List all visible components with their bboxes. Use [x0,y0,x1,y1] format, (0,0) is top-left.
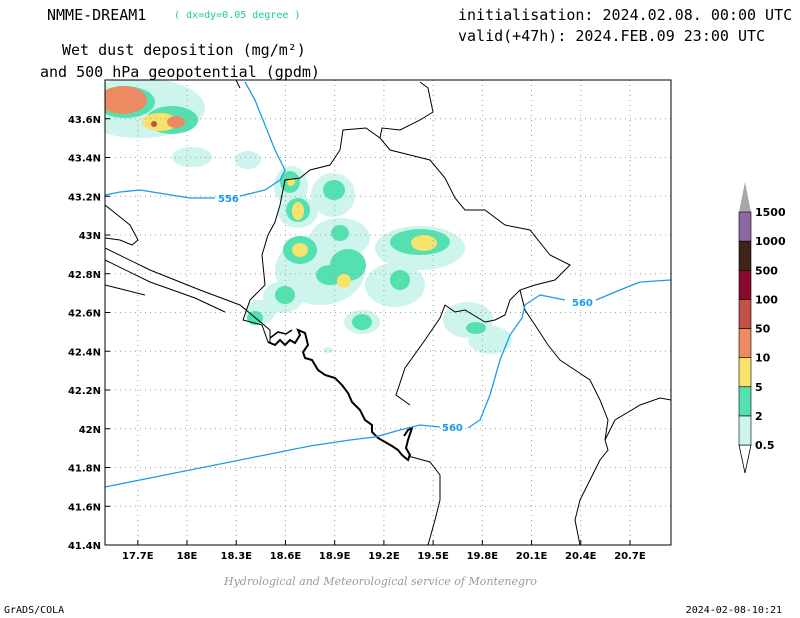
model-resolution: ( dx=dy=0.05 degree ) [174,10,301,21]
lat-tick-label: 43N [79,231,101,242]
deposition-level-50 [151,121,157,127]
lat-tick-label: 42.6N [68,309,101,320]
colorbar-swatch [738,269,752,300]
colorbar: 0.5 2 5 10 50 100 500 1000 1500 [738,182,786,474]
lat-tick-label: 42.2N [68,386,101,397]
geopotential-contours [105,81,671,488]
lon-tick-label: 19.2E [368,551,400,562]
colorbar-label: 10 [755,352,771,365]
lat-tick-label: 41.8N [68,464,101,475]
lon-tick-label: 20.7E [614,551,646,562]
colorbar-swatch [738,357,752,388]
lat-tick-label: 42N [79,425,101,436]
deposition-level-5 [142,113,437,288]
colorbar-label: 2 [755,410,763,423]
country-borders [105,80,671,545]
colorbar-top-cap [739,182,751,212]
colorbar-label: 100 [755,293,778,306]
lon-tick-label: 18E [177,551,198,562]
colorbar-label: 1500 [755,206,786,219]
latitude-ticks: 41.4N 41.6N 41.8N 42N 42.2N 42.4N 42.6N 42.8N 43… [68,115,110,552]
lon-tick-label: 18.9E [319,551,351,562]
colorbar-bottom-cap [738,444,752,474]
contour-label-560-east: 560 [572,298,593,309]
dust-deposition-field [105,80,671,545]
colorbar-swatch [738,240,752,271]
coastline [267,328,414,462]
lat-tick-label: 43.2N [68,192,101,203]
software-label: GrADS/COLA [4,605,65,616]
lat-tick-label: 41.4N [68,541,101,552]
lon-tick-label: 18.6E [270,551,302,562]
lon-tick-label: 20.4E [565,551,597,562]
colorbar-swatch [738,386,752,417]
coastline-islands [269,329,293,339]
colorbar-swatch [738,211,752,242]
colorbar-swatch [738,328,752,358]
lon-tick-label: 18.3E [220,551,252,562]
colorbar-swatch [738,299,752,329]
colorbar-label: 1000 [755,235,786,248]
lon-tick-label: 19.8E [467,551,499,562]
colorbar-label: 0.5 [755,439,775,452]
title-line-1: Wet dust deposition (mg/m²) [62,41,306,59]
colorbar-label: 5 [755,381,763,394]
generated-timestamp: 2024-02-08-10:21 [685,605,782,616]
longitude-ticks: 17.7E 18E 18.3E 18.6E 18.9E 19.2E 19.5E 19.8E 20… [122,540,646,562]
colorbar-label: 50 [755,323,771,336]
credit-text: Hydrological and Meteorological service … [224,575,537,588]
contour-label-560-south: 560 [442,423,463,434]
lat-tick-label: 43.4N [68,154,101,165]
title-line-2: and 500 hPa geopotential (gpdm) [40,63,320,81]
colorbar-swatch [738,415,752,446]
lon-tick-label: 20.1E [516,551,548,562]
lat-tick-label: 42.8N [68,270,101,281]
lon-tick-label: 17.7E [122,551,154,562]
valid-time: valid(+47h): 2024.FEB.09 23:00 UTC [458,27,766,45]
colorbar-label: 500 [755,264,778,277]
model-name: NMME-DREAM1 [47,6,147,24]
lat-tick-label: 42.4N [68,347,101,358]
lat-tick-label: 41.6N [68,502,101,513]
lat-tick-label: 43.6N [68,115,101,126]
lon-tick-label: 19.5E [417,551,449,562]
init-time: initialisation: 2024.02.08. 00:00 UTC [458,6,793,24]
contour-label-556: 556 [218,194,239,205]
